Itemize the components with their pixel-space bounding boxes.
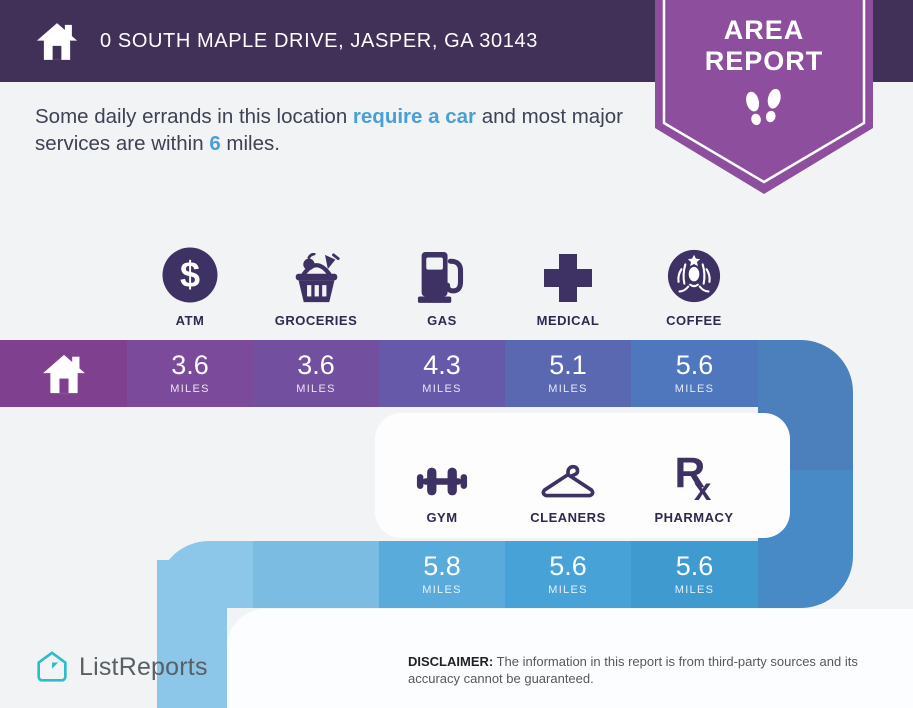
- bar-left-strip: [157, 560, 227, 708]
- badge-title: AREA REPORT: [655, 15, 873, 77]
- service-label: GAS: [427, 313, 457, 328]
- service-medical: MEDICAL: [505, 240, 631, 328]
- intro-text-start: Some daily errands in this location: [35, 105, 353, 128]
- badge-pennant: [655, 0, 873, 194]
- distance-segment-cleaners: 5.6 MILES: [505, 541, 631, 608]
- intro-highlight-car: require a car: [352, 105, 476, 128]
- service-label: COFFEE: [666, 313, 722, 328]
- badge-title-line2: REPORT: [704, 46, 824, 76]
- distance-unit: MILES: [170, 383, 210, 395]
- distance-segment-coffee: 5.6 MILES: [631, 340, 758, 407]
- distance-value: 3.6: [297, 350, 335, 380]
- service-gas: GAS: [379, 240, 505, 328]
- distance-unit: MILES: [548, 584, 588, 596]
- page-title: 0 SOUTH MAPLE DRIVE, JASPER, GA 30143: [100, 29, 538, 52]
- service-gym: GYM: [379, 439, 505, 525]
- bar-spacer-segment: [253, 541, 379, 608]
- atm-icon: $: [161, 240, 219, 304]
- service-label: ATM: [175, 313, 205, 328]
- pharmacy-icon: R x: [669, 439, 719, 501]
- coffee-icon: [666, 240, 722, 304]
- service-cleaners: CLEANERS: [505, 439, 631, 525]
- service-groceries: GROCERIES: [253, 240, 379, 328]
- distance-segment-groceries: 3.6 MILES: [253, 340, 379, 407]
- distance-value: 5.6: [549, 551, 587, 581]
- listreports-house-icon: [37, 651, 67, 682]
- svg-text:x: x: [694, 472, 712, 501]
- gas-icon: [417, 240, 467, 304]
- cleaners-icon: [539, 439, 597, 501]
- house-icon: [42, 354, 85, 393]
- distance-segment-medical: 5.1 MILES: [505, 340, 631, 407]
- disclaimer: DISCLAIMER: The information in this repo…: [408, 653, 886, 687]
- distance-value: 5.8: [423, 551, 461, 581]
- house-icon: [36, 22, 78, 60]
- intro-text-end: miles.: [220, 132, 280, 155]
- area-report-badge: AREA REPORT: [655, 0, 873, 196]
- service-pharmacy: R x PHARMACY: [631, 439, 757, 525]
- brand-name: ListReports: [79, 652, 208, 681]
- distance-unit: MILES: [422, 584, 462, 596]
- intro-text: Some daily errands in this location requ…: [35, 103, 635, 157]
- distance-segment-pharmacy: 5.6 MILES: [631, 541, 758, 608]
- service-coffee: COFFEE: [631, 240, 757, 328]
- distance-value: 3.6: [171, 350, 209, 380]
- distance-segment-gas: 4.3 MILES: [379, 340, 505, 407]
- service-label: GROCERIES: [274, 313, 358, 328]
- distance-unit: MILES: [674, 383, 715, 395]
- svg-text:$: $: [180, 254, 200, 295]
- distance-value: 4.3: [423, 350, 461, 380]
- disclaimer-text: The information in this report is from t…: [408, 654, 858, 686]
- distance-value: 5.1: [549, 350, 587, 380]
- footprints-icon: [746, 88, 781, 126]
- disclaimer-label: DISCLAIMER:: [408, 654, 494, 669]
- home-segment: [0, 340, 127, 407]
- footer-panel: [227, 609, 913, 708]
- distance-value: 5.6: [675, 551, 714, 581]
- service-label: GYM: [426, 510, 458, 525]
- distance-segment-gym: 5.8 MILES: [379, 541, 505, 608]
- distance-segment-atm: 3.6 MILES: [127, 340, 253, 407]
- distance-value: 5.6: [675, 350, 714, 380]
- distance-unit: MILES: [674, 584, 715, 596]
- gym-icon: [413, 439, 471, 501]
- medical-icon: [542, 240, 594, 304]
- distance-unit: MILES: [548, 383, 588, 395]
- distance-unit: MILES: [296, 383, 336, 395]
- brand-logo: ListReports: [36, 650, 208, 684]
- service-label: PHARMACY: [654, 510, 734, 525]
- intro-text-middle: and most major services are within: [35, 105, 623, 155]
- service-atm: $ ATM: [127, 240, 253, 328]
- service-label: CLEANERS: [530, 510, 606, 525]
- intro-highlight-distance: 6: [209, 132, 221, 155]
- service-label: MEDICAL: [536, 313, 600, 328]
- svg-text:R: R: [674, 453, 705, 497]
- badge-title-line1: AREA: [723, 15, 805, 45]
- distance-unit: MILES: [422, 383, 462, 395]
- groceries-icon: [289, 240, 344, 304]
- row2-icons-panel: GYM CLEANERS R x PHARMACY: [375, 413, 790, 538]
